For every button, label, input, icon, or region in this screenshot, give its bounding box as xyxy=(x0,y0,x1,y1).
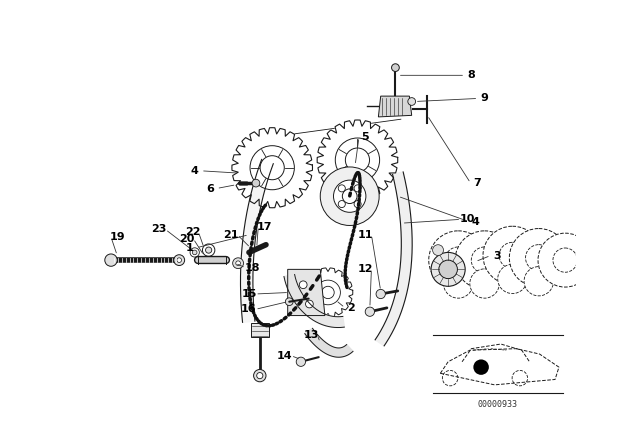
Text: 2: 2 xyxy=(348,303,355,313)
Circle shape xyxy=(316,280,340,305)
Text: 17: 17 xyxy=(257,222,272,232)
Polygon shape xyxy=(288,269,325,315)
Circle shape xyxy=(253,370,266,382)
Circle shape xyxy=(392,64,399,72)
Circle shape xyxy=(471,247,498,273)
Circle shape xyxy=(202,244,215,256)
Circle shape xyxy=(525,245,552,271)
Circle shape xyxy=(524,267,554,296)
Text: 20: 20 xyxy=(179,233,195,244)
Circle shape xyxy=(429,231,488,289)
Circle shape xyxy=(236,261,241,266)
Circle shape xyxy=(354,201,361,207)
Circle shape xyxy=(193,250,197,255)
Text: 8: 8 xyxy=(467,70,476,80)
Text: 6: 6 xyxy=(206,184,214,194)
Polygon shape xyxy=(284,275,344,327)
Text: 1: 1 xyxy=(186,243,194,253)
Circle shape xyxy=(509,228,568,287)
Circle shape xyxy=(445,247,472,273)
Polygon shape xyxy=(305,328,353,357)
Circle shape xyxy=(455,231,514,289)
Circle shape xyxy=(105,254,117,266)
Circle shape xyxy=(335,138,380,182)
Circle shape xyxy=(470,269,499,298)
Circle shape xyxy=(305,300,313,308)
Circle shape xyxy=(442,370,458,386)
Circle shape xyxy=(346,148,369,172)
Circle shape xyxy=(553,248,577,272)
Text: 15: 15 xyxy=(241,289,257,299)
Circle shape xyxy=(354,185,361,192)
Text: 23: 23 xyxy=(152,224,167,234)
Text: 9: 9 xyxy=(481,94,488,103)
Circle shape xyxy=(322,286,334,299)
Circle shape xyxy=(444,269,473,298)
Circle shape xyxy=(376,289,385,299)
Circle shape xyxy=(174,255,184,266)
Bar xyxy=(250,323,269,337)
Polygon shape xyxy=(232,128,312,208)
Circle shape xyxy=(433,245,444,255)
Circle shape xyxy=(205,247,212,253)
Circle shape xyxy=(512,370,527,386)
Text: 10: 10 xyxy=(460,214,475,224)
Text: 22: 22 xyxy=(184,228,200,237)
Circle shape xyxy=(483,226,542,285)
Circle shape xyxy=(439,260,458,279)
Circle shape xyxy=(538,233,592,287)
Text: 3: 3 xyxy=(493,250,500,260)
Circle shape xyxy=(257,373,263,379)
Polygon shape xyxy=(303,268,353,317)
Polygon shape xyxy=(241,159,273,322)
Circle shape xyxy=(190,248,199,257)
Circle shape xyxy=(408,98,415,105)
Text: 00000933: 00000933 xyxy=(477,400,518,409)
Text: 21: 21 xyxy=(223,230,239,240)
Circle shape xyxy=(333,180,366,212)
Text: 18: 18 xyxy=(244,263,260,273)
Circle shape xyxy=(365,307,374,316)
Text: 19: 19 xyxy=(109,232,125,242)
Circle shape xyxy=(339,201,346,207)
Circle shape xyxy=(339,185,346,192)
Circle shape xyxy=(499,242,525,269)
Polygon shape xyxy=(378,96,412,117)
Circle shape xyxy=(474,359,489,375)
Text: 13: 13 xyxy=(303,330,319,340)
Circle shape xyxy=(431,252,465,286)
Text: 12: 12 xyxy=(358,264,373,274)
Circle shape xyxy=(177,258,182,263)
Text: 16: 16 xyxy=(241,304,257,314)
Circle shape xyxy=(498,264,527,293)
Text: 11: 11 xyxy=(358,230,373,240)
Text: 7: 7 xyxy=(473,178,481,188)
Circle shape xyxy=(320,167,379,225)
Circle shape xyxy=(252,179,260,187)
Circle shape xyxy=(300,281,307,289)
Circle shape xyxy=(260,156,284,180)
Text: 4: 4 xyxy=(191,166,198,176)
Circle shape xyxy=(296,357,305,366)
Circle shape xyxy=(250,146,294,190)
Polygon shape xyxy=(375,172,412,346)
Circle shape xyxy=(342,189,357,203)
Circle shape xyxy=(233,258,244,269)
Text: 4: 4 xyxy=(471,217,479,227)
Text: 14: 14 xyxy=(276,351,292,361)
Circle shape xyxy=(285,298,293,306)
Polygon shape xyxy=(317,120,397,200)
Text: 5: 5 xyxy=(362,132,369,142)
